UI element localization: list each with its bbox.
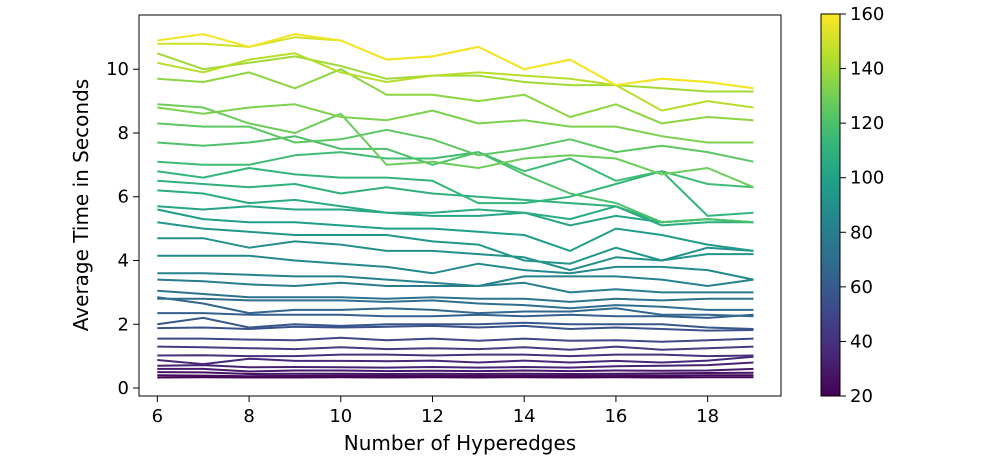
series-line-6 (157, 353, 754, 358)
y-axis-label: Average Time in Seconds (69, 79, 93, 331)
y-tick-label: 8 (118, 123, 129, 144)
series-line-32 (157, 52, 754, 112)
x-tick-label: 10 (329, 406, 352, 427)
colorbar-tick-label: 140 (850, 59, 884, 80)
series-line-19 (157, 221, 754, 265)
series-line-34 (157, 33, 754, 90)
x-tick-label: 16 (604, 406, 627, 427)
y-tick-label: 6 (118, 187, 129, 208)
y-tick-label: 2 (118, 314, 129, 335)
series-line-20 (157, 208, 754, 252)
series-line-13 (157, 297, 754, 311)
series-layer (156, 33, 754, 379)
y-tick-label: 0 (118, 378, 129, 399)
series-line-2 (157, 371, 754, 375)
series-line-18 (157, 237, 754, 272)
series-line-17 (157, 254, 754, 281)
series-line-25 (157, 151, 754, 189)
y-axis: 0 2 4 6 8 10 (106, 59, 139, 399)
x-axis-label: Number of Hyperedges (344, 431, 576, 455)
colorbar-tick-label: 20 (850, 386, 873, 407)
x-axis: 6 8 10 12 14 16 18 (152, 396, 719, 427)
colorbar-tick-label: 60 (850, 277, 873, 298)
series-line-28 (157, 103, 754, 189)
series-line-8 (157, 336, 754, 343)
plot-frame (138, 14, 782, 397)
series-line-16 (157, 272, 754, 287)
colorbar: 20 40 60 80 100 120 140 160 (820, 4, 884, 407)
series-line-10 (157, 316, 754, 330)
series-line-26 (157, 135, 754, 224)
series-line-11 (157, 312, 754, 319)
x-tick-label: 6 (152, 406, 163, 427)
series-line-27 (157, 122, 754, 163)
x-tick-label: 14 (513, 406, 536, 427)
series-line-29 (157, 103, 754, 144)
y-tick-label: 10 (106, 59, 129, 80)
series-line-22 (157, 189, 754, 227)
x-tick-label: 12 (421, 406, 444, 427)
series-line-31 (156, 52, 754, 93)
series-line-15 (157, 278, 754, 294)
colorbar-gradient (820, 13, 841, 397)
series-line-3 (157, 367, 754, 373)
series-line-30 (157, 68, 754, 125)
series-line-14 (157, 289, 754, 303)
series-line-9 (157, 324, 754, 332)
series-line-24 (157, 167, 754, 217)
series-line-1 (157, 374, 754, 378)
colorbar-tick-label: 40 (850, 331, 873, 352)
x-tick-label: 18 (696, 406, 719, 427)
colorbar-tick-label: 80 (850, 222, 873, 243)
colorbar-tick-label: 160 (850, 4, 884, 25)
colorbar-tick-label: 100 (850, 168, 884, 189)
colorbar-tick-label: 120 (850, 113, 884, 134)
series-line-4 (157, 361, 754, 369)
series-line-7 (157, 345, 754, 351)
series-line-5 (157, 355, 754, 366)
x-tick-label: 8 (243, 406, 254, 427)
y-tick-label: 4 (118, 250, 129, 271)
series-line-12 (157, 296, 754, 318)
